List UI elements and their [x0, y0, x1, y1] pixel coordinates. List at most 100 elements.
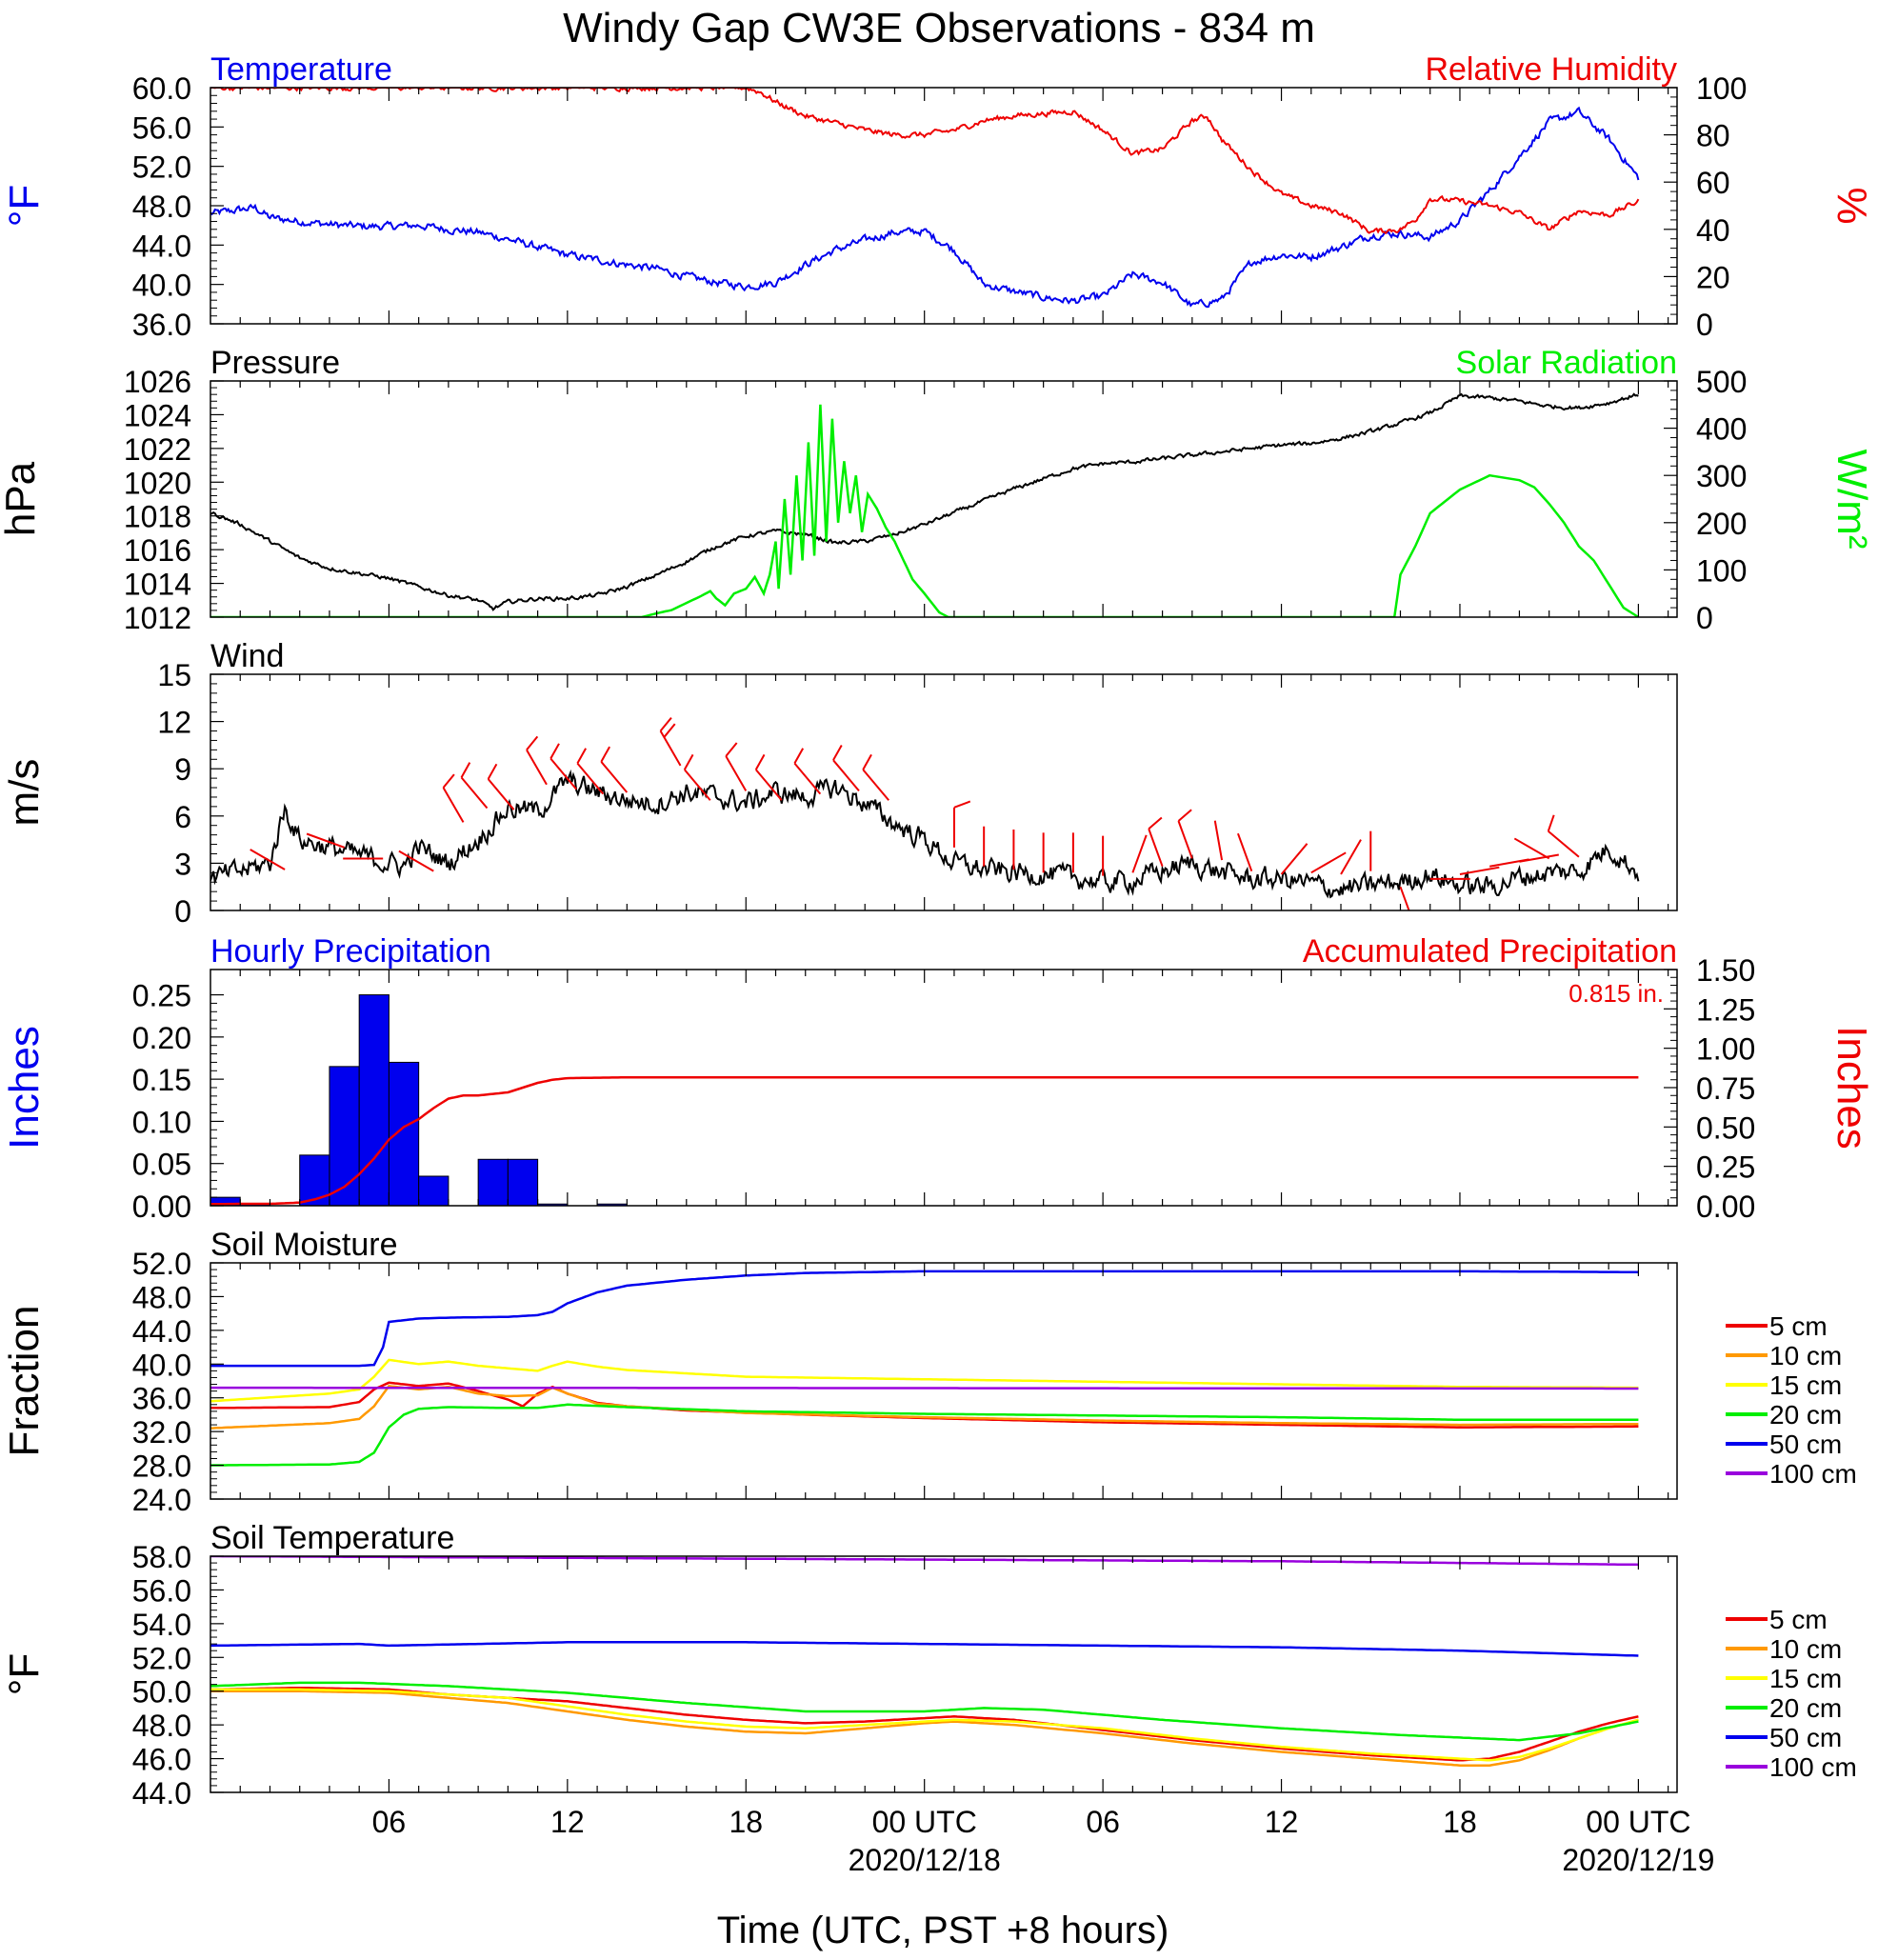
x-tick-label: 12	[1265, 1805, 1299, 1839]
y-tick-label: 48.0	[132, 190, 191, 224]
wind-barb-staff	[1399, 886, 1410, 910]
y-tick-label: 0.50	[1696, 1110, 1755, 1145]
plot-frame	[210, 1262, 1678, 1500]
y-tick-label: 0	[1696, 601, 1713, 635]
wind-barb-staff	[442, 787, 465, 823]
wind-barb-staff	[526, 749, 548, 786]
wind-barb	[442, 773, 465, 823]
wind-barb-staff	[1519, 853, 1559, 863]
plot-area	[210, 716, 1640, 910]
wind-barb-feather	[862, 753, 872, 770]
plot-area	[210, 1270, 1639, 1467]
y-axis-label: °F	[1, 185, 48, 227]
wind-barb-feather	[576, 748, 587, 764]
wind-barb-staff	[684, 769, 711, 801]
wind-barb-staff	[832, 759, 860, 791]
y-tick-label: 56.0	[132, 110, 191, 145]
legend-entry: 10 cm	[1769, 1634, 1842, 1664]
wind-barb-feather	[832, 744, 843, 761]
wind-barb-staff	[1548, 830, 1580, 858]
y-tick-label: 48.0	[132, 1709, 191, 1743]
panel-title-right: Accumulated Precipitation	[1303, 933, 1677, 970]
plot-frame	[210, 380, 1678, 618]
y-tick-label: 60	[1696, 166, 1730, 200]
y-tick-label: 1.50	[1696, 953, 1755, 988]
y-axis-label: Fraction	[1, 1306, 48, 1457]
y-tick-label: 9	[174, 752, 191, 787]
wind-barb-staff	[306, 832, 345, 849]
wind-barb	[1131, 834, 1148, 873]
series-line	[210, 769, 1640, 899]
series-line	[210, 1403, 1639, 1467]
series-line	[210, 392, 1639, 611]
wind-barb-feather	[683, 753, 694, 770]
wind-barb	[1513, 837, 1550, 860]
wind-barb-feather	[442, 773, 455, 789]
precip-bar	[358, 994, 390, 1206]
legend-entry: 50 cm	[1769, 1430, 1842, 1459]
y-tick-label: 58.0	[132, 1540, 191, 1574]
y-tick-label: 0	[174, 894, 191, 929]
y-tick-label: 15	[157, 658, 191, 692]
y-tick-label: 0.75	[1696, 1071, 1755, 1106]
plot-frame	[210, 673, 1678, 911]
series-line	[210, 1681, 1639, 1742]
y-tick-label: 36.0	[132, 308, 191, 342]
wind-barb-staff	[1148, 828, 1164, 868]
wind-barb	[1148, 816, 1164, 868]
y-tick-label: 0.00	[132, 1190, 191, 1224]
x-tick-label: 00 UTC	[1586, 1805, 1690, 1839]
wind-barb-feather	[1547, 814, 1555, 832]
y-tick-label: 0.25	[132, 979, 191, 1013]
time-axis: 06 12 18 00 UTC 2020/12/18 06 12 18 00 UTC 2020/1…	[372, 1805, 1715, 1877]
panel-title-left: Soil Moisture	[210, 1227, 398, 1263]
x-tick-label: 00 UTC	[872, 1805, 977, 1839]
wind-barb-feather	[600, 746, 610, 763]
wind-barb	[832, 744, 860, 791]
wind-barb	[1547, 814, 1580, 858]
precip-bar	[299, 1154, 330, 1206]
plot-area	[210, 994, 1639, 1206]
y-tick-label: 44.0	[132, 229, 191, 263]
y-tick-label: 20	[1696, 260, 1730, 294]
x-tick-label: 18	[729, 1805, 763, 1839]
wind-barb-feather	[549, 743, 560, 760]
y-tick-label: 80	[1696, 119, 1730, 153]
y-tick-label: 46.0	[132, 1743, 191, 1777]
y-tick-label: 1014	[124, 568, 191, 602]
wind-barb	[659, 716, 682, 767]
wind-barb-staff	[1513, 837, 1550, 860]
y-tick-label: 500	[1696, 365, 1747, 399]
wind-barb-feather	[1177, 809, 1192, 822]
series-line	[210, 88, 1640, 235]
y-tick-label: 1022	[124, 432, 191, 467]
wind-barb	[952, 800, 971, 848]
plot-frame	[210, 969, 1678, 1207]
y-axis-label: hPa	[0, 461, 44, 536]
series-line	[210, 106, 1640, 309]
panel-title-left: Hourly Precipitation	[210, 933, 491, 970]
wind-barb-staff	[1459, 866, 1500, 875]
wind-barb-feather	[663, 723, 676, 738]
wind-barb	[306, 832, 345, 849]
precip-bar	[477, 1158, 509, 1206]
panel-title-left: Pressure	[210, 345, 340, 381]
y-tick-label: 1024	[124, 398, 191, 432]
x-tick-label: 12	[550, 1805, 585, 1839]
wind-barb-staff	[862, 769, 889, 801]
wind-barb	[1459, 866, 1500, 875]
y-tick-label: 24.0	[132, 1483, 191, 1517]
y-tick-label: 1012	[124, 601, 191, 635]
y-tick-label: 1.25	[1696, 992, 1755, 1027]
legend-entry: 100 cm	[1769, 1752, 1857, 1782]
y-tick-label: 300	[1696, 459, 1747, 493]
y-tick-label: 1026	[124, 365, 191, 399]
series-line	[210, 1270, 1639, 1368]
y-tick-label: 0	[1696, 308, 1713, 342]
y-tick-label: 0.20	[132, 1021, 191, 1055]
wind-barb	[1280, 843, 1309, 875]
series-line	[210, 404, 1640, 617]
y-tick-label: 12	[157, 706, 191, 740]
panel-soil-temperature: 58.056.054.052.050.048.046.044.0 Soil Tem…	[1, 1520, 1857, 1810]
